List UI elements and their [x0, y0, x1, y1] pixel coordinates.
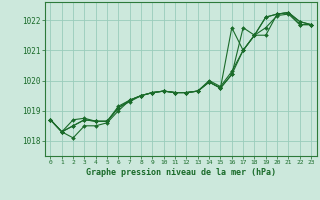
X-axis label: Graphe pression niveau de la mer (hPa): Graphe pression niveau de la mer (hPa): [86, 168, 276, 177]
